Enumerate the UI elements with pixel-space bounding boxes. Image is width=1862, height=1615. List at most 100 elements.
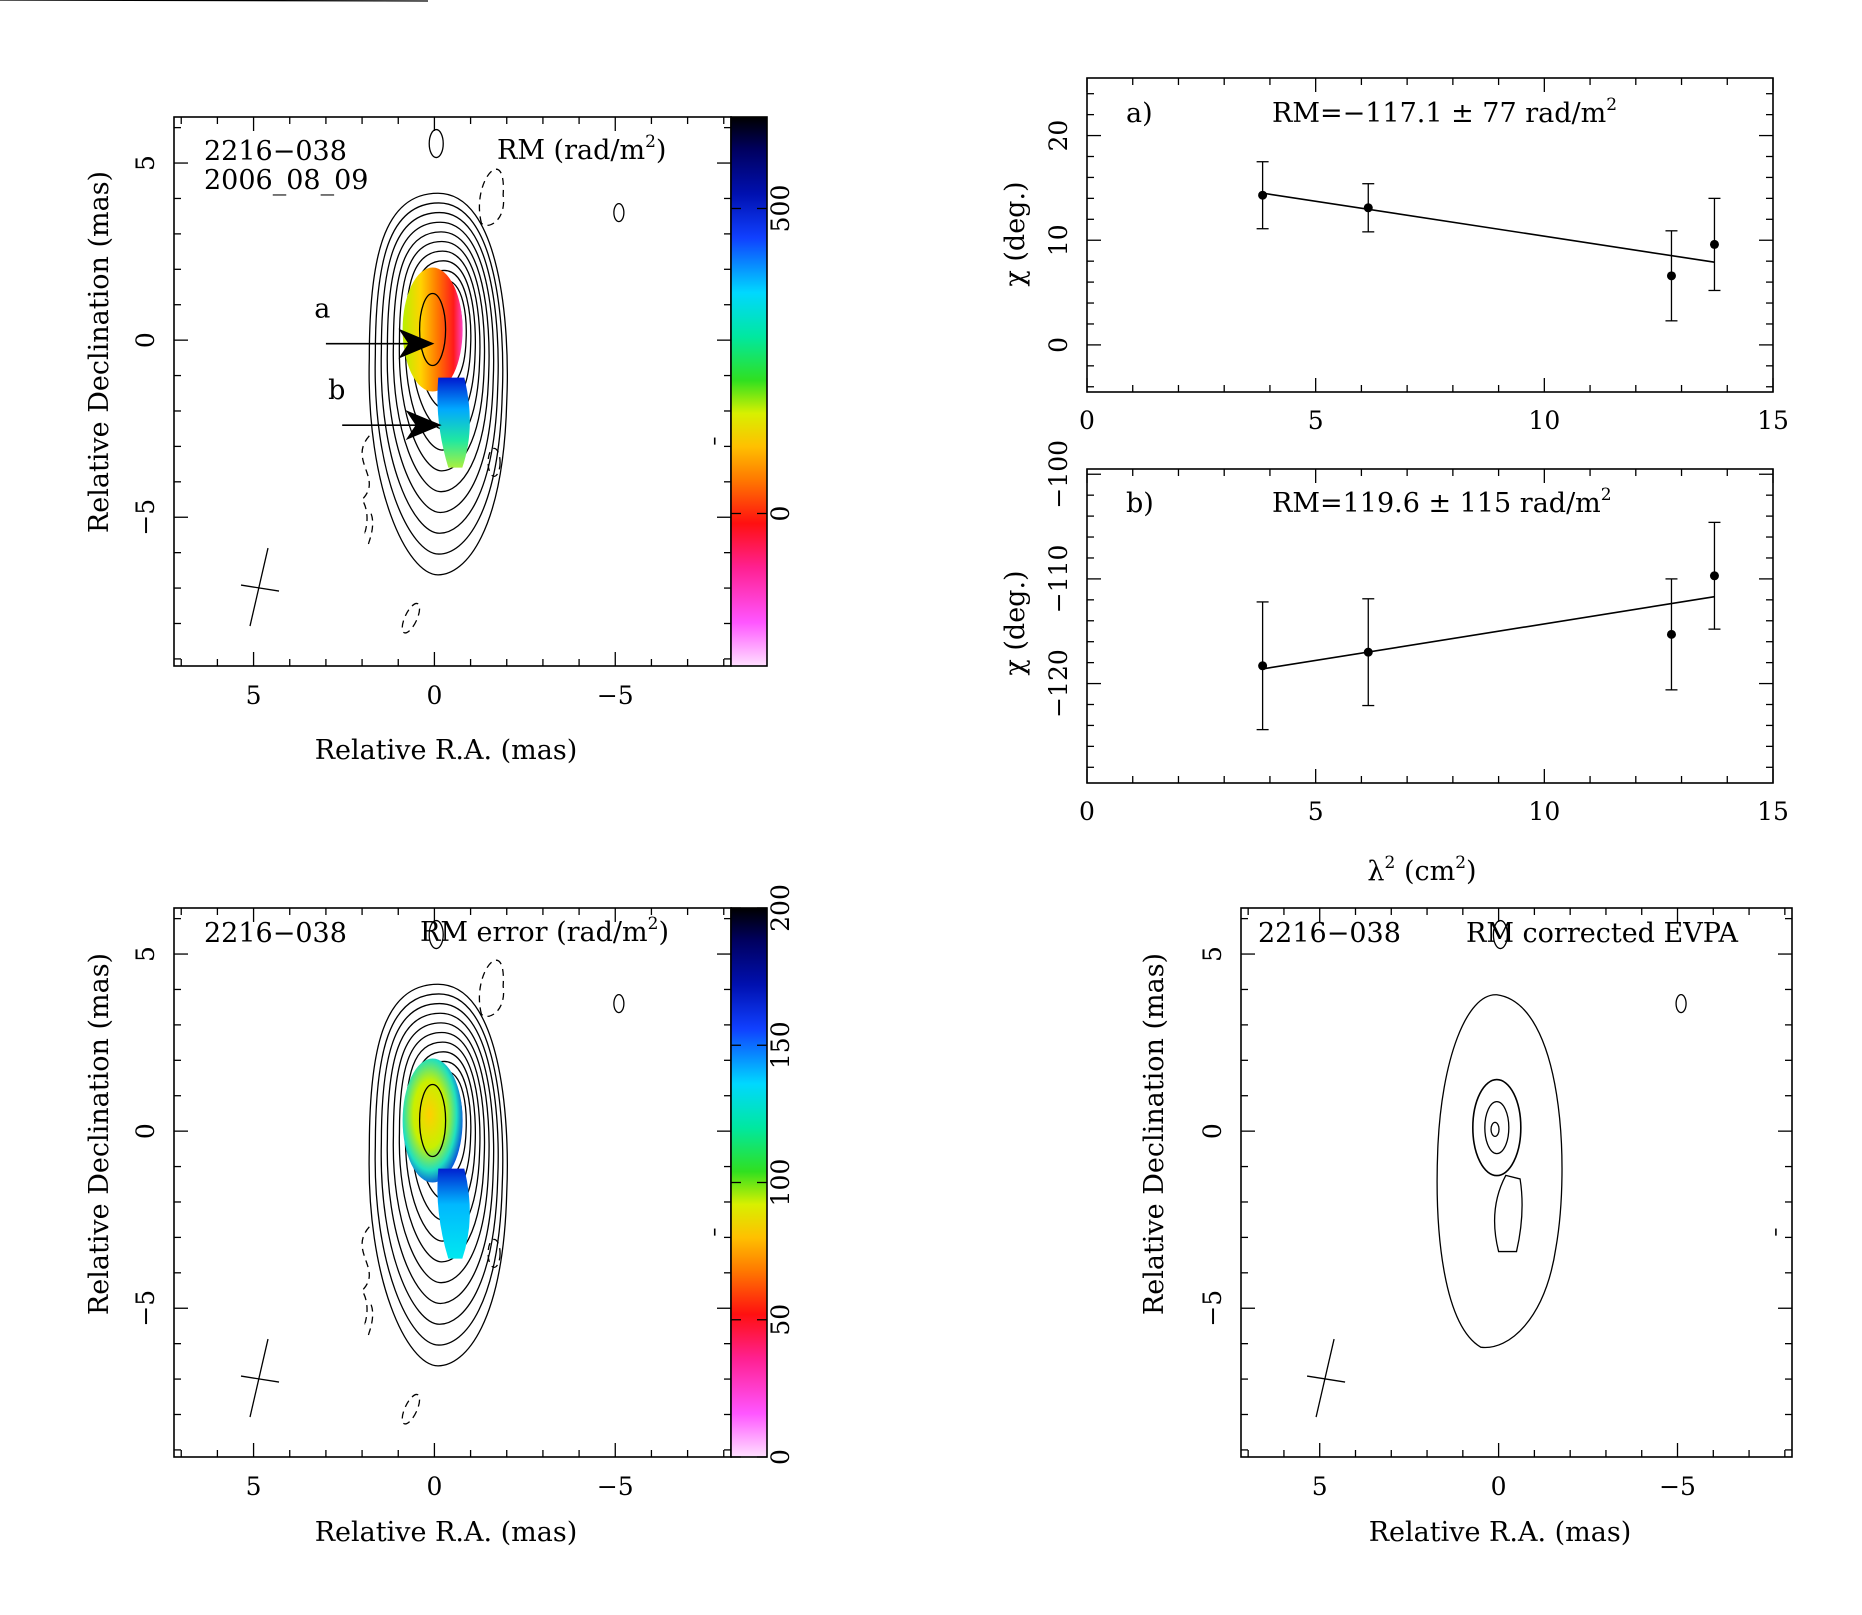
fit-b-panel: 0 5 10 15 −100 −110 −120 [1044, 440, 1789, 826]
fit-a-data-point [1363, 203, 1373, 213]
rm-contour [380, 211, 499, 534]
rmerr-colorbar-label: 200 [766, 884, 795, 932]
evpa-xlabel: Relative R.A. (mas) [1369, 1517, 1632, 1548]
rm-frame: 5 0 −5 5 0 −5 500 0 [131, 116, 795, 710]
rm-core-region [402, 267, 463, 392]
rmerr-colorbar-label: 50 [766, 1304, 795, 1336]
fit-a-ytick-label: 0 [1044, 337, 1073, 353]
rm-neg-contour-e [487, 447, 501, 477]
evpa-ytick-label: −5 [1198, 1290, 1227, 1327]
rm-jet-region [437, 377, 470, 468]
evpa-beam-major [1315, 1338, 1335, 1418]
evpa-beam-minor [1306, 1375, 1346, 1383]
rmerr-beam-minor [240, 1375, 280, 1383]
rm-neg-contour-s [401, 602, 421, 634]
rm-contour-east [613, 202, 625, 223]
fit-a-data-point [1666, 271, 1676, 281]
rmerr-contour-east [613, 993, 625, 1014]
rmerr-core-region [402, 1058, 463, 1183]
rm-contour [368, 192, 508, 576]
rm-colorbar [730, 116, 768, 667]
rmerr-beam-major [249, 1338, 269, 1418]
rm-ylabel: Relative Declination (mas) [84, 171, 115, 533]
rmerr-neg-contour-ne [478, 959, 505, 1017]
fit-a-plot-frame [1086, 77, 1774, 393]
rm-xtick-label: −5 [597, 681, 634, 710]
fit-a-annotation: RM=−117.1 ± 77 rad/m2 [1272, 95, 1617, 129]
fit-a-xtick-label: 15 [1757, 406, 1789, 435]
rm-beam-major [249, 547, 269, 627]
contour-outer [0, 0, 429, 2]
fit-b-ylabel: χ (deg.) [1000, 570, 1031, 675]
rm-source-label: 2216−038 [204, 136, 347, 167]
rmerr-colorbar-label: 0 [766, 1449, 795, 1465]
fit-b-xtick-label: 5 [1308, 797, 1324, 826]
rmerr-contours [240, 919, 716, 1425]
evpa-contour-east [1675, 993, 1687, 1014]
rm-map-panel [0, 0, 429, 2]
rmerr-ytick-label: 0 [131, 1123, 160, 1139]
rmerr-neg-contour-w [361, 1226, 370, 1325]
fit-b-fit-line [1262, 595, 1715, 670]
fit-b-annotation: RM=119.6 ± 115 rad/m2 [1272, 485, 1612, 519]
fit-a-xtick-label: 10 [1528, 406, 1560, 435]
evpa-xtick-label: 5 [1312, 1472, 1328, 1501]
evpa-frame: 5 0 −5 5 0 −5 [1198, 907, 1793, 1501]
fit-b-ytick-label: −110 [1044, 545, 1073, 614]
fit-b-xtick-label: 15 [1757, 797, 1789, 826]
evpa-ytick-label: 5 [1198, 946, 1227, 962]
rm-xtick-label: 0 [426, 681, 442, 710]
evpa-ylabel: Relative Declination (mas) [1139, 953, 1170, 1315]
fit-a-ytick-label: 10 [1044, 224, 1073, 256]
evpa-core-vectors [1472, 1078, 1522, 1177]
rmerr-neg-contour-e [487, 1238, 501, 1268]
rm-ytick-label: 5 [131, 155, 160, 171]
rm-contour [392, 231, 490, 493]
evpa-contour-north [1492, 919, 1509, 950]
fit-a-ytick-label: 20 [1044, 120, 1073, 152]
rm-colorbar-label: 500 [766, 185, 795, 233]
rm-xtick-label: 5 [246, 681, 262, 710]
rm-contour [398, 240, 486, 472]
fit-a-xtick-label: 5 [1308, 406, 1324, 435]
rm-xlabel: Relative R.A. (mas) [315, 735, 578, 766]
fit-a-tag: a) [1126, 98, 1153, 129]
fit-b-xtick-label: 0 [1079, 797, 1095, 826]
rm-ytick-label: 0 [131, 332, 160, 348]
fit-a-xtick-label: 0 [1079, 406, 1095, 435]
rmerr-colour-regions [402, 1058, 470, 1259]
rmerr-source-label: 2216−038 [204, 918, 347, 949]
fit-b-data-point [1258, 661, 1268, 671]
rmerr-contour [368, 983, 508, 1367]
fit-b-ytick-label: −120 [1044, 649, 1073, 718]
fit-a-ylabel: χ (deg.) [1000, 181, 1031, 286]
rm-colorbar-label: 0 [766, 506, 795, 522]
rm-marker-label: b [328, 375, 345, 406]
rm-contour [374, 202, 504, 555]
rmerr-ylabel: Relative Declination (mas) [84, 953, 115, 1315]
rm-marker-label: a [314, 294, 330, 325]
evpa-xtick-label: 0 [1491, 1472, 1507, 1501]
fit-a-data-point [1258, 190, 1268, 200]
evpa-xtick-label: −5 [1659, 1472, 1696, 1501]
rm-source-contours [0, 0, 429, 2]
fit-b-plot-frame [1086, 468, 1774, 784]
rmerr-colorbar-title: RM error (rad/m2) [420, 914, 669, 948]
evpa-jet-vectors [1493, 1174, 1523, 1253]
fit-b-xtick-label: 10 [1528, 797, 1560, 826]
evpa-plot-frame [1240, 907, 1793, 1458]
rmerr-neg-contour-s [401, 1393, 421, 1425]
fit-b-tag: b) [1126, 488, 1154, 519]
evpa-source-label: 2216−038 [1258, 918, 1401, 949]
rmerr-contour [398, 1031, 486, 1263]
rmerr-contour [386, 1012, 495, 1305]
evpa-core-contour [1484, 1100, 1510, 1155]
evpa-peak-contour [1490, 1121, 1500, 1138]
rmerr-xtick-label: 0 [426, 1472, 442, 1501]
rm-contour [386, 221, 495, 514]
rmerr-neg-contour-sw [367, 1304, 374, 1336]
evpa-outer-contour [1436, 994, 1563, 1349]
rm-marker-arrowhead [405, 410, 442, 441]
rm-contour-north [428, 128, 444, 159]
